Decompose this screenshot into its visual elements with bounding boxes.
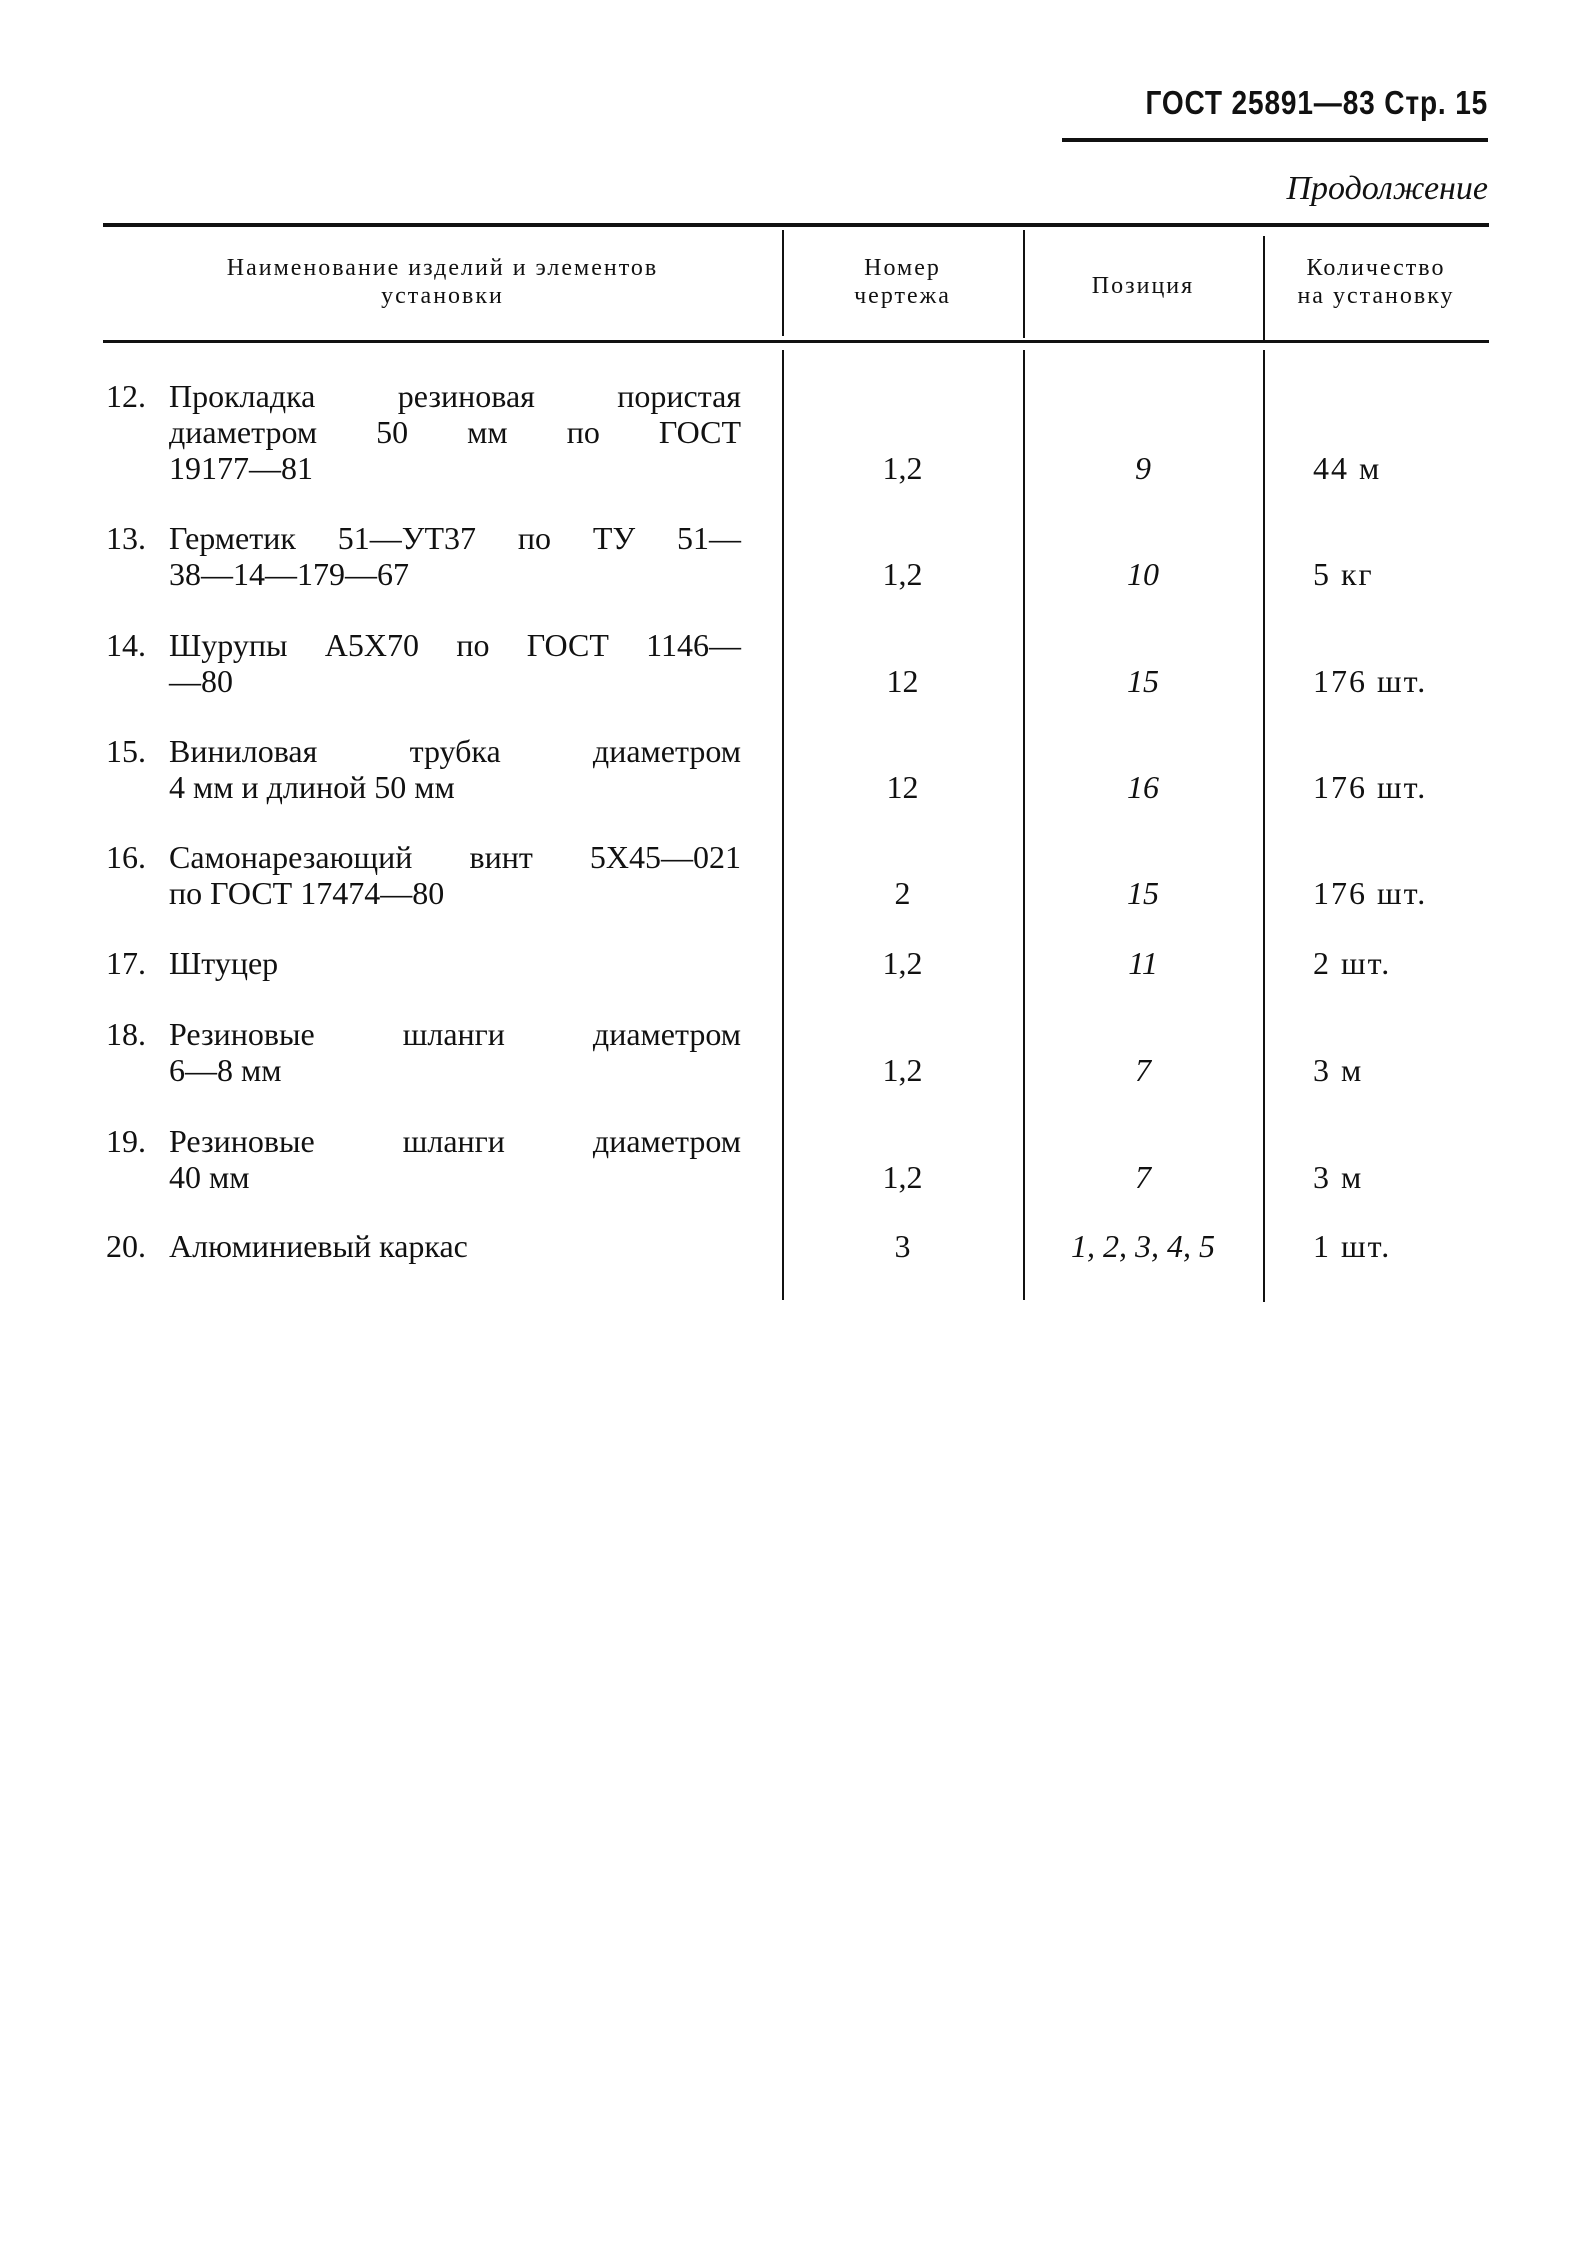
header-line: чертежа <box>854 283 951 309</box>
item-number: 15. <box>106 733 146 769</box>
item-number: 19. <box>106 1123 146 1159</box>
position-number: 1, 2, 3, 4, 5 <box>1071 1228 1215 1264</box>
header-line: установки <box>381 283 504 309</box>
item-name-line: Самонарезающий винт 5Х45—021 <box>169 839 741 875</box>
drawing-number: 1,2 <box>882 1159 923 1195</box>
position-number: 7 <box>1135 1159 1151 1195</box>
table-top-rule <box>103 223 1489 227</box>
column-divider <box>782 350 784 1300</box>
column-header-position: Позиция <box>1023 272 1263 300</box>
item-name: Прокладка резиновая пористая диаметром 50 мм п… <box>169 378 741 486</box>
item-number: 16. <box>106 839 146 875</box>
item-name: Штуцер <box>169 945 741 981</box>
item-number: 14. <box>106 627 146 663</box>
item-name-line: Штуцер <box>169 945 279 981</box>
page-header: ГОСТ 25891—83 Стр. 15 <box>1145 84 1488 121</box>
item-name-line: Шурупы А5Х70 по ГОСТ 1146— <box>169 627 741 663</box>
quantity-value: 5 кг <box>1313 556 1374 592</box>
continuation-label: Продолжение <box>1286 170 1488 207</box>
column-divider <box>1023 350 1025 1300</box>
position-number: 10 <box>1127 556 1159 592</box>
item-name-line: Алюминиевый каркас <box>169 1228 468 1264</box>
quantity-value: 2 шт. <box>1313 945 1392 981</box>
position-number: 15 <box>1127 663 1159 699</box>
item-name-line: 40 мм <box>169 1159 250 1195</box>
quantity-value: 176 шт. <box>1313 663 1428 699</box>
header-line: Номер <box>864 255 941 281</box>
item-name: Самонарезающий винт 5Х45—021 по ГОСТ 17474—… <box>169 839 741 911</box>
position-number: 11 <box>1128 945 1158 981</box>
quantity-value: 1 шт. <box>1313 1228 1392 1264</box>
header-line: Позиция <box>1091 273 1195 299</box>
item-name: Герметик 51—УТ37 по ТУ 51— 38—14—179—67 <box>169 520 741 592</box>
quantity-value: 176 шт. <box>1313 769 1428 805</box>
quantity-value: 44 м <box>1313 450 1382 486</box>
drawing-number: 1,2 <box>882 945 923 981</box>
position-number: 7 <box>1135 1052 1151 1088</box>
item-name-line: по ГОСТ 17474—80 <box>169 875 445 911</box>
item-name: Алюминиевый каркас <box>169 1228 741 1264</box>
drawing-number: 1,2 <box>882 1052 923 1088</box>
drawing-number: 1,2 <box>882 450 923 486</box>
item-name-line: Резиновые шланги диаметром <box>169 1123 741 1159</box>
column-header-quantity: Количество на установку <box>1263 254 1489 310</box>
column-header-name: Наименование изделий и элементов установ… <box>103 254 782 310</box>
item-number: 20. <box>106 1228 146 1264</box>
column-divider <box>1263 350 1265 1302</box>
item-name: Резиновые шланги диаметром 40 мм <box>169 1123 741 1195</box>
item-number: 18. <box>106 1016 146 1052</box>
quantity-value: 3 м <box>1313 1159 1364 1195</box>
item-name-line: —80 <box>169 663 233 699</box>
column-divider <box>782 230 784 336</box>
drawing-number: 12 <box>886 663 919 699</box>
position-number: 16 <box>1127 769 1159 805</box>
item-name-line: 6—8 мм <box>169 1052 282 1088</box>
item-name: Шурупы А5Х70 по ГОСТ 1146— —80 <box>169 627 741 699</box>
table-header-rule <box>103 340 1489 343</box>
item-name-line: 19177—81 <box>169 450 313 486</box>
position-number: 15 <box>1127 875 1159 911</box>
item-name-line: 4 мм и длиной 50 мм <box>169 769 455 805</box>
drawing-number: 12 <box>886 769 919 805</box>
item-number: 17. <box>106 945 146 981</box>
drawing-number: 3 <box>894 1228 911 1264</box>
item-name-line: Прокладка резиновая пористая <box>169 378 741 414</box>
header-line: Наименование изделий и элементов <box>226 255 659 281</box>
column-divider <box>1023 230 1025 338</box>
item-name-line: диаметром 50 мм по ГОСТ <box>169 414 741 450</box>
item-name: Виниловая трубка диаметром 4 мм и длиной 50… <box>169 733 741 805</box>
item-name-line: 38—14—179—67 <box>169 556 409 592</box>
quantity-value: 3 м <box>1313 1052 1364 1088</box>
drawing-number: 1,2 <box>882 556 923 592</box>
item-name-line: Резиновые шланги диаметром <box>169 1016 741 1052</box>
item-name-line: Герметик 51—УТ37 по ТУ 51— <box>169 520 741 556</box>
header-underline <box>1062 138 1488 142</box>
column-divider <box>1263 236 1265 340</box>
header-line: Количество <box>1306 255 1446 281</box>
drawing-number: 2 <box>894 875 911 911</box>
item-number: 12. <box>106 378 146 414</box>
header-line: на установку <box>1297 283 1455 309</box>
item-name: Резиновые шланги диаметром 6—8 мм <box>169 1016 741 1088</box>
position-number: 9 <box>1135 450 1151 486</box>
quantity-value: 176 шт. <box>1313 875 1428 911</box>
item-number: 13. <box>106 520 146 556</box>
item-name-line: Виниловая трубка диаметром <box>169 733 741 769</box>
column-header-drawing: Номер чертежа <box>782 254 1023 310</box>
